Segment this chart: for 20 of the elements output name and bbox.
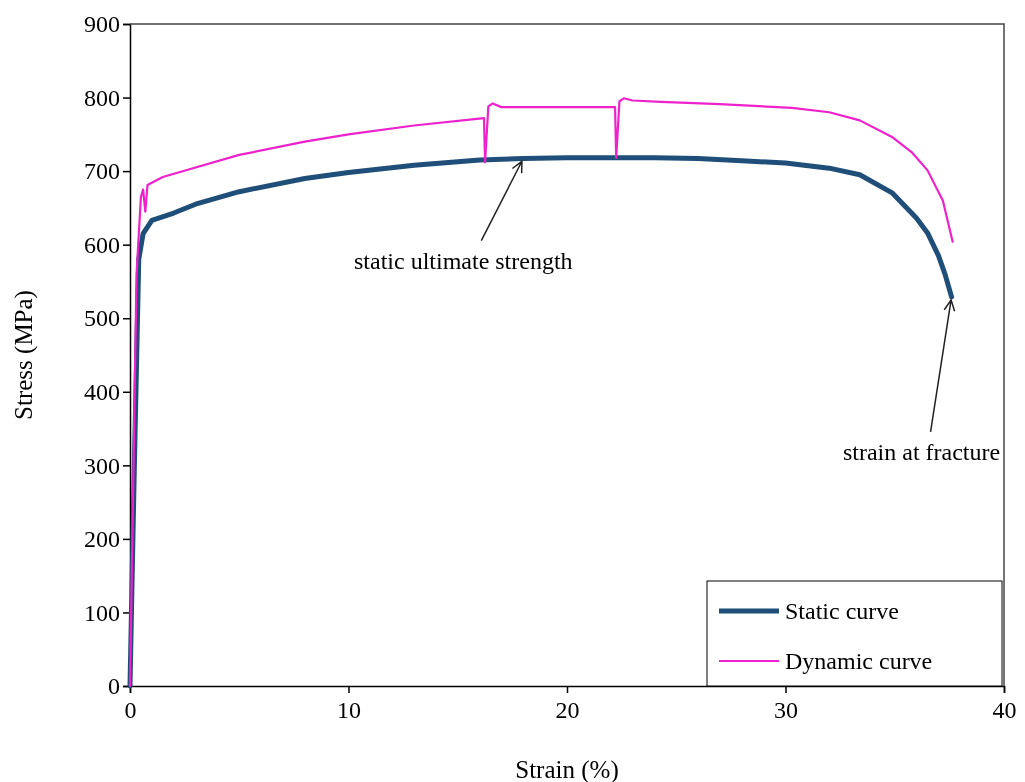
y-tick-label: 0 bbox=[108, 673, 120, 700]
y-tick-label: 700 bbox=[84, 158, 120, 185]
annotation: static ultimate strength bbox=[353, 247, 573, 274]
legend-label: Dynamic curve bbox=[785, 648, 933, 674]
y-tick-label: 300 bbox=[84, 452, 120, 479]
annotation: strain at fracture bbox=[842, 438, 1001, 465]
y-tick-label: 100 bbox=[84, 599, 120, 626]
y-tick-label: 200 bbox=[84, 526, 120, 553]
y-tick-label: 500 bbox=[84, 305, 120, 332]
y-tick-label: 900 bbox=[84, 11, 120, 38]
y-tick-label: 600 bbox=[84, 231, 120, 258]
y-tick-label: 400 bbox=[84, 378, 120, 405]
legend-label: Static curve bbox=[785, 598, 899, 624]
x-tick-label: 0 bbox=[124, 696, 137, 723]
x-tick-label: 40 bbox=[992, 696, 1017, 723]
y-tick-label: 800 bbox=[84, 84, 120, 111]
x-tick-label: 20 bbox=[555, 696, 580, 723]
y-axis-title: Stress (MPa) bbox=[10, 290, 38, 420]
x-tick-label: 10 bbox=[337, 696, 361, 723]
x-tick-label: 30 bbox=[774, 696, 798, 723]
